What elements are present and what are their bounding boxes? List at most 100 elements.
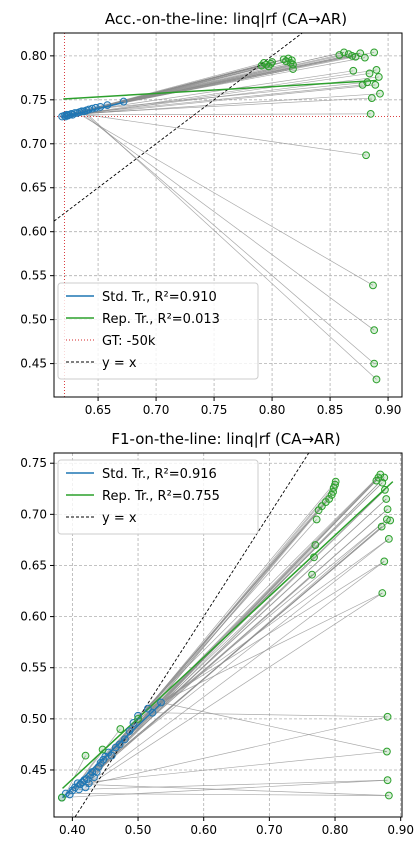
f1-x-tick-label: 0.60 [190, 823, 217, 837]
accuracy-pair-connector [77, 112, 374, 286]
rep-tr-point [308, 570, 316, 579]
accuracy-pair-connector [79, 58, 289, 113]
f1-rep-fit-line [62, 481, 394, 789]
legend-rep-label: Rep. Tr., R²=0.755 [102, 489, 220, 504]
accuracy-y-tick-label: 0.80 [20, 49, 47, 63]
f1-panel: F1-on-the-line: linq|rf (CA→AR) 0.40 0.50… [20, 430, 414, 837]
legend-std-label: Std. Tr., R²=0.910 [102, 290, 217, 305]
f1-pair-connector [96, 519, 388, 773]
rep-tr-point [363, 78, 372, 87]
accuracy-pair-connector [67, 84, 376, 116]
std-tr-point [121, 735, 129, 744]
accuracy-plot-frame [53, 32, 403, 398]
f1-pair-connector [129, 482, 383, 732]
rep-tr-point [349, 66, 358, 75]
rep-tr-point [367, 94, 376, 102]
legend-identity-label: y = x [102, 356, 137, 371]
f1-pair-connector [74, 716, 388, 788]
rep-tr-point [366, 109, 375, 118]
f1-pair-connector [78, 779, 388, 790]
rep-tr-point [376, 89, 384, 98]
accuracy-y-tick-label: 0.75 [20, 93, 47, 107]
rep-tr-point [384, 534, 393, 543]
rep-tr-point [380, 557, 389, 566]
rep-tr-point [374, 73, 383, 81]
accuracy-x-tick-label: 0.75 [201, 403, 228, 417]
f1-pair-connector [61, 779, 388, 798]
std-tr-point [107, 751, 116, 760]
std-tr-point [125, 727, 134, 736]
f1-pair-connector [100, 508, 388, 764]
f1-pair-connector [160, 702, 387, 752]
f1-y-tick-label: 0.70 [20, 507, 47, 521]
accuracy-x-tick-label: 0.70 [143, 403, 170, 417]
accuracy-pair-connector [81, 110, 375, 364]
f1-x-tick-label: 0.50 [125, 823, 152, 837]
accuracy-identity-line [53, 32, 303, 222]
accuracy-y-tick-label: 0.45 [20, 357, 47, 371]
legend-identity-label: y = x [102, 511, 137, 526]
std-tr-point [96, 102, 105, 111]
rep-tr-point [310, 553, 318, 562]
std-tr-point [103, 101, 112, 109]
f1-y-tick-label: 0.55 [20, 661, 47, 675]
accuracy-x-tick-label: 0.65 [85, 403, 112, 417]
f1-pair-connector [65, 755, 86, 794]
f1-pair-connector [111, 489, 386, 756]
accuracy-pair-connector [88, 81, 368, 110]
rep-tr-point [362, 151, 370, 160]
accuracy-y-tick-label: 0.60 [20, 225, 47, 239]
rep-tr-point [287, 56, 296, 65]
f1-y-tick-label: 0.75 [20, 456, 47, 470]
f1-pair-connector [83, 520, 391, 781]
accuracy-y-tick-label: 0.55 [20, 269, 47, 283]
accuracy-chart-title: Acc.-on-the-line: linq|rf (CA→AR) [105, 10, 347, 28]
rep-tr-point [116, 725, 125, 733]
f1-legend: Std. Tr., R²=0.916 Rep. Tr., R²=0.755 y … [57, 459, 259, 535]
f1-pair-connector [88, 561, 385, 784]
legend-rep-label: Rep. Tr., R²=0.013 [102, 312, 220, 327]
accuracy-x-tick-label: 0.90 [375, 403, 402, 417]
rep-tr-point [365, 69, 374, 78]
accuracy-legend-box [57, 282, 259, 380]
f1-x-tick-label: 0.40 [59, 823, 86, 837]
rep-tr-point [369, 281, 377, 290]
f1-y-tick-label: 0.60 [20, 610, 47, 624]
rep-tr-point [331, 477, 340, 486]
rep-tr-point [325, 495, 334, 503]
rep-tr-point [377, 522, 386, 531]
std-tr-point [119, 97, 128, 106]
rep-tr-point [98, 745, 107, 754]
rep-tr-point [370, 326, 379, 335]
accuracy-panel: Acc.-on-the-line: linq|rf (CA→AR) 0.65 0.… [20, 10, 403, 417]
f1-x-tick-label: 0.70 [256, 823, 283, 837]
accuracy-legend: Std. Tr., R²=0.910 Rep. Tr., R²=0.013 GT… [57, 282, 259, 380]
accuracy-pair-connector [65, 73, 370, 117]
rep-tr-point [370, 48, 379, 57]
f1-identity-line [74, 452, 310, 818]
rep-tr-point [383, 712, 392, 721]
rep-tr-point [372, 66, 381, 74]
f1-pair-connector [85, 592, 383, 788]
std-tr-point [148, 708, 157, 717]
rep-tr-point [372, 375, 381, 384]
accuracy-pair-connector [72, 113, 371, 116]
f1-pair-connector [129, 519, 388, 732]
std-tr-point [84, 779, 93, 788]
rep-tr-point [384, 791, 393, 800]
f1-y-tick-label: 0.65 [20, 558, 47, 572]
rep-tr-point [383, 776, 392, 785]
f1-x-tick-label: 0.80 [322, 823, 349, 837]
accuracy-pair-connector [62, 69, 377, 117]
std-tr-point [157, 698, 165, 707]
f1-pair-connector [104, 498, 387, 757]
std-tr-point [65, 790, 74, 799]
f1-pair-connector [152, 712, 388, 718]
rep-tr-point [370, 359, 379, 368]
rep-tr-point [386, 516, 395, 525]
accuracy-y-tick-label: 0.50 [20, 313, 47, 327]
rep-tr-point [356, 49, 365, 58]
f1-chart-title: F1-on-the-line: linq|rf (CA→AR) [111, 430, 340, 448]
f1-pair-connector [65, 793, 389, 796]
